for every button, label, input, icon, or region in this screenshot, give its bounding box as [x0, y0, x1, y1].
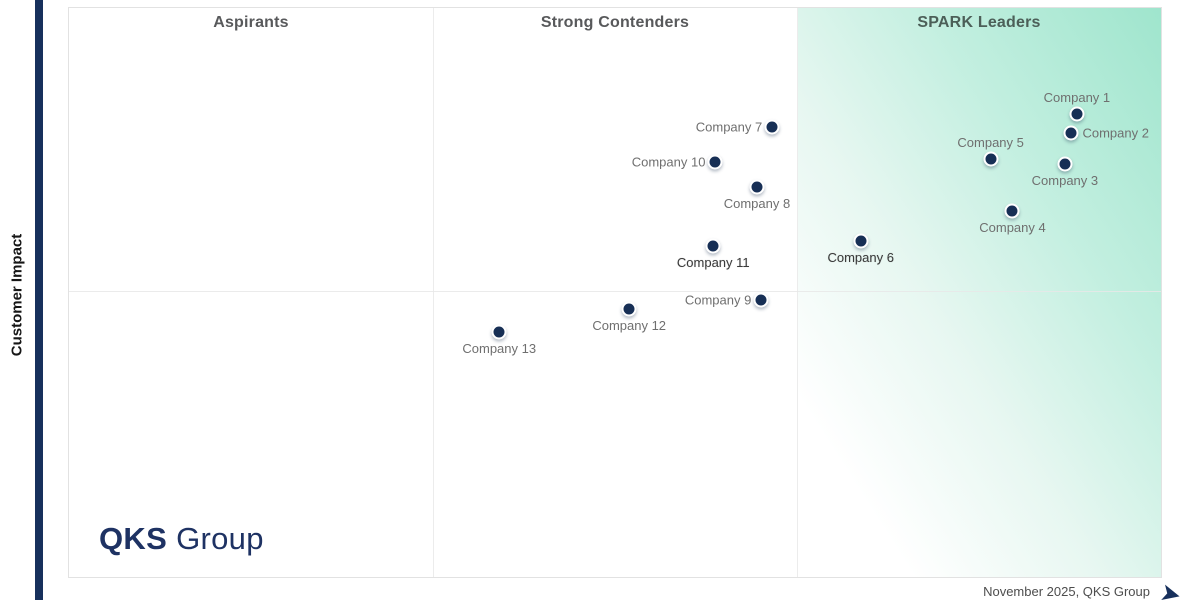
plot-area: Aspirants Strong Contenders SPARK Leader… [68, 7, 1162, 578]
company-dot [1057, 156, 1073, 172]
company-dot [1063, 125, 1079, 141]
company-dot [753, 292, 769, 308]
company-label: Company 4 [979, 219, 1046, 235]
logo-text-regular: Group [176, 521, 264, 556]
company-label: Company 9 [684, 292, 752, 308]
quadrant-divider-vertical-2 [796, 8, 798, 577]
footer-date-note: November 2025, QKS Group [983, 584, 1150, 599]
quadrant-divider-vertical-1 [432, 8, 434, 577]
quadrant-title-spark-leaders: SPARK Leaders [917, 14, 1041, 31]
quadrant-title-strong-contenders: Strong Contenders [540, 14, 690, 31]
company-label: Company 10 [631, 154, 706, 170]
company-dot [621, 301, 637, 317]
company-label: Company 13 [462, 340, 537, 356]
leaders-gradient-background [796, 8, 1161, 577]
logo-text-bold: QKS [99, 521, 168, 556]
quadrant-divider-horizontal [69, 291, 1161, 292]
company-dot [983, 151, 999, 167]
x-axis-arrow-icon: ➤ [1157, 577, 1185, 600]
company-label: Company 6 [827, 250, 894, 266]
company-label: Company 7 [695, 119, 763, 135]
company-dot [853, 233, 869, 249]
company-dot [1004, 203, 1020, 219]
company-dot [707, 154, 723, 170]
company-label: Company 8 [723, 196, 791, 212]
company-dot [749, 179, 765, 195]
company-label: Company 1 [1043, 89, 1111, 105]
company-label: Company 3 [1031, 173, 1099, 189]
company-label: Company 11 [676, 255, 750, 271]
quadrant-titles-row: Aspirants Strong Contenders SPARK Leader… [69, 14, 1161, 32]
company-dot [491, 324, 507, 340]
quadrant-title-aspirants: Aspirants [213, 14, 289, 31]
company-dot [764, 119, 780, 135]
company-dot [705, 238, 721, 254]
company-label: Company 2 [1082, 125, 1149, 141]
qks-group-logo: QKS Group [99, 521, 264, 557]
company-dot [1069, 106, 1085, 122]
company-label: Company 12 [592, 318, 667, 333]
y-axis-label: Customer Impact [8, 233, 26, 357]
company-label: Company 5 [957, 135, 1024, 151]
y-axis-bar [35, 0, 43, 600]
